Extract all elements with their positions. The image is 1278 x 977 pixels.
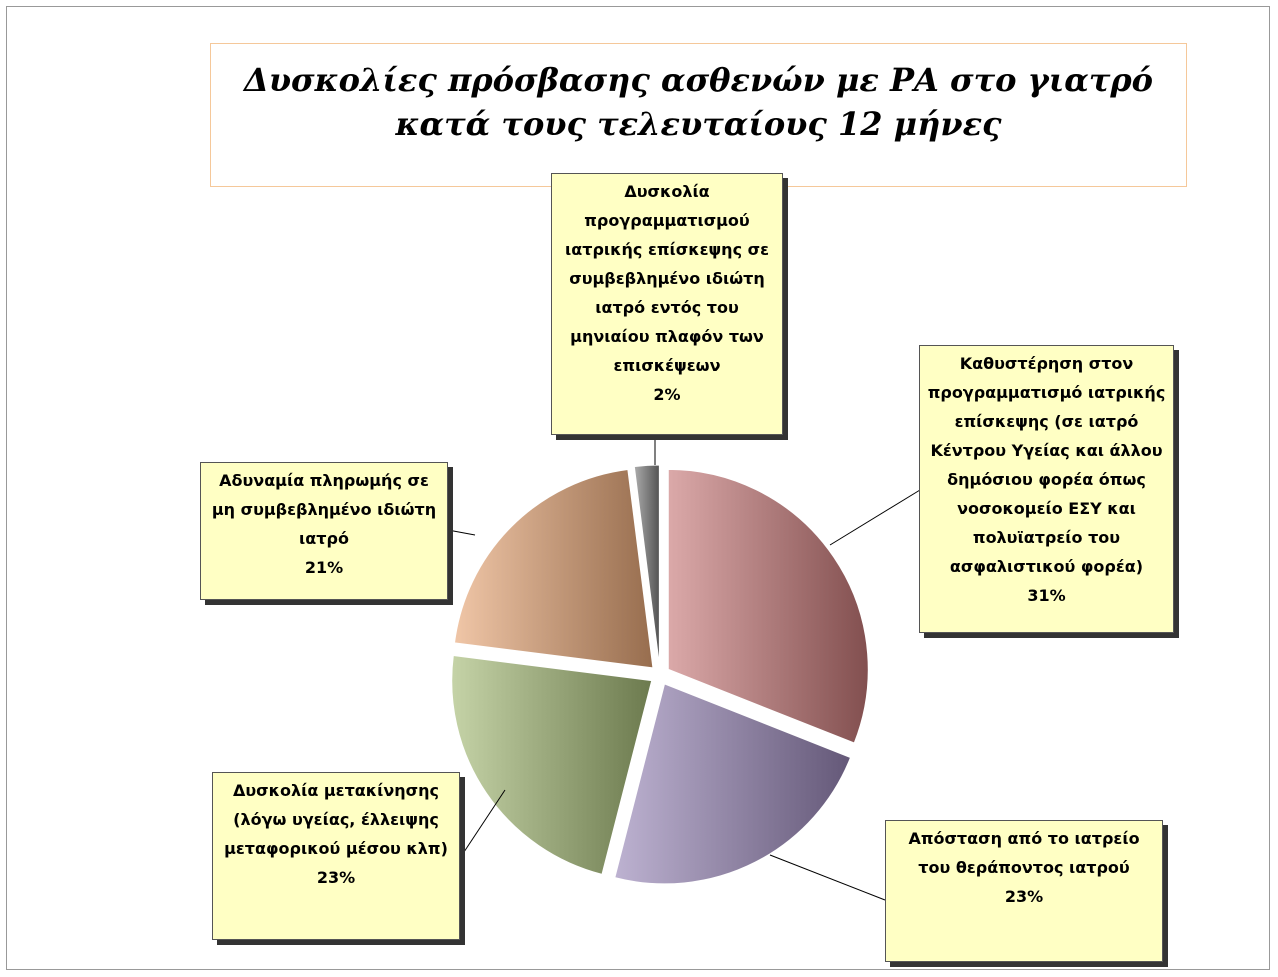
chart-frame <box>6 6 1270 970</box>
chart-title: Δυσκολίες πρόσβασης ασθενών με ΡΑ στο γι… <box>210 43 1187 187</box>
value-label: 2% <box>653 385 681 404</box>
leader-line <box>461 789 506 856</box>
pie-slice <box>667 468 869 744</box>
leader-line <box>829 489 921 546</box>
category-label: Καθυστέρηση στον προγραμματισμό ιατρικής… <box>927 354 1166 576</box>
data-label: Δυσκολία προγραμματισμού ιατρικής επίσκε… <box>551 173 783 435</box>
value-label: 23% <box>1004 887 1044 906</box>
data-label: Δυσκολία μετακίνησης (λόγω υγείας, έλλει… <box>212 772 460 940</box>
category-label: Δυσκολία μετακίνησης (λόγω υγείας, έλλει… <box>224 781 448 858</box>
value-label: 23% <box>316 868 356 887</box>
value-label: 31% <box>1027 586 1066 605</box>
data-label: Απόσταση από το ιατρείο του θεράποντος ι… <box>885 820 1163 962</box>
data-label: Καθυστέρηση στον προγραμματισμό ιατρικής… <box>919 345 1174 633</box>
category-label: Δυσκολία προγραμματισμού ιατρικής επίσκε… <box>565 182 769 375</box>
value-label: 21% <box>304 558 344 577</box>
leader-line <box>769 854 886 901</box>
data-label: Αδυναμία πληρωμής σε μη συμβεβλημένο ιδι… <box>200 462 448 600</box>
category-label: Αδυναμία πληρωμής σε μη συμβεβλημένο ιδι… <box>211 471 437 548</box>
pie-slice <box>451 654 653 875</box>
pie-slice <box>633 464 660 666</box>
leader-line <box>447 529 476 536</box>
category-label: Απόσταση από το ιατρείο του θεράποντος ι… <box>908 829 1140 877</box>
pie-slice <box>614 683 852 885</box>
pie-slice <box>453 468 654 669</box>
